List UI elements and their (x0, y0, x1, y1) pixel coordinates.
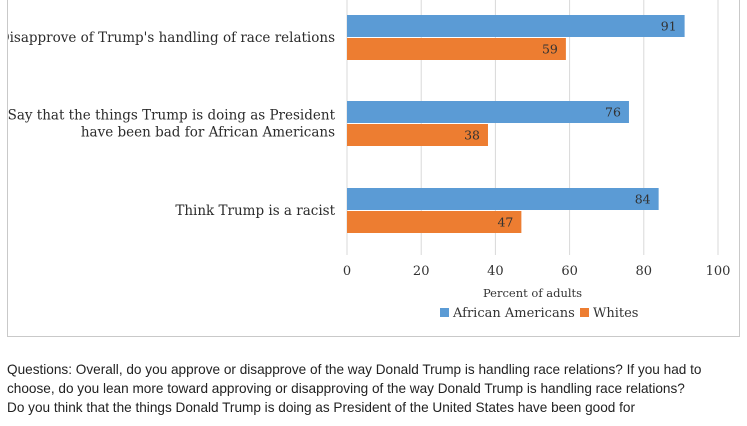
x-tick-label: 20 (413, 264, 430, 279)
questions-text: Questions: Overall, do you approve or di… (7, 362, 702, 396)
legend-swatch (440, 308, 449, 317)
data-label: 91 (661, 19, 677, 34)
category-label: have been bad for African Americans (81, 125, 335, 141)
bar-chart: 0 20 40 60 80 100 91 59 Disapprove of Trump's ha… (8, 0, 731, 321)
x-tick-label: 80 (636, 264, 653, 279)
bar (347, 211, 522, 233)
data-label: 38 (464, 128, 480, 143)
x-tick-label: 100 (706, 264, 731, 279)
bar (347, 15, 685, 37)
x-tick-label: 40 (487, 264, 504, 279)
bar (347, 188, 659, 210)
chart-panel: 0 20 40 60 80 100 91 59 Disapprove of Trump's ha… (7, 0, 740, 337)
x-tick-label: 0 (343, 264, 351, 279)
category-label: Say that the things Trump is doing as Pr… (8, 108, 336, 124)
legend-swatch (580, 308, 589, 317)
data-label: 84 (635, 192, 651, 207)
data-label: 76 (605, 105, 621, 120)
bar (347, 101, 629, 123)
legend-label: Whites (593, 306, 638, 321)
data-label: 59 (542, 42, 558, 57)
bar (347, 124, 488, 146)
bar (347, 38, 566, 60)
x-tick-label: 60 (561, 264, 578, 279)
data-label: 47 (497, 215, 513, 230)
x-axis-title: Percent of adults (483, 286, 582, 300)
notes: Questions: Overall, do you approve or di… (7, 360, 742, 417)
category-label: Disapprove of Trump's handling of race r… (8, 30, 335, 46)
category-label: Think Trump is a racist (175, 203, 335, 219)
legend-label: African Americans (452, 306, 575, 321)
question-2-text: Do you think that the things Donald Trum… (7, 400, 635, 415)
